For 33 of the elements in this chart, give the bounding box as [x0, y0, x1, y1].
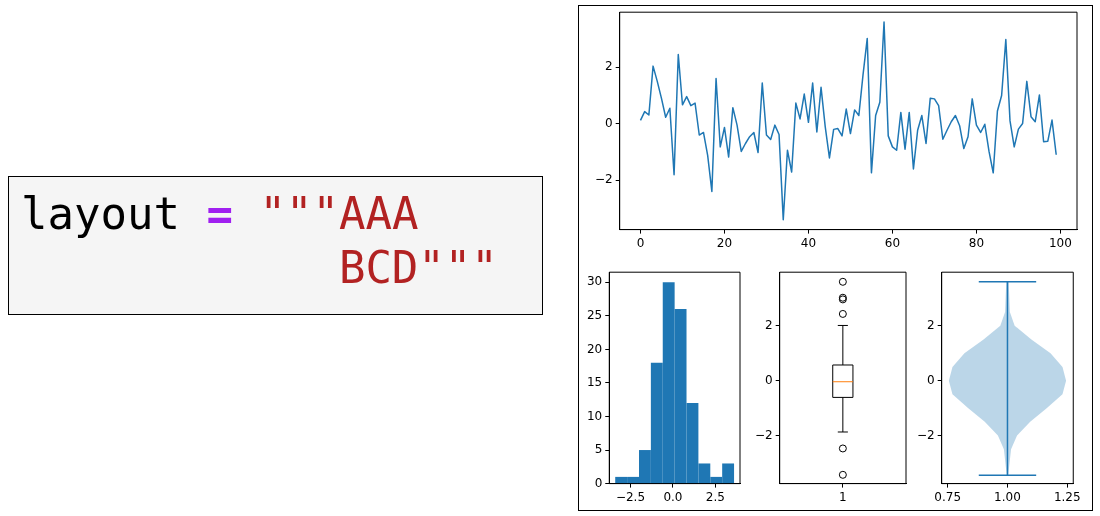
- y-tick-label: 2: [605, 59, 613, 74]
- x-tick-label: 100: [1048, 235, 1072, 250]
- x-tick-label: −2.5: [615, 489, 646, 504]
- y-tick-label: 15: [586, 375, 603, 390]
- y-tick-label: 5: [594, 442, 603, 457]
- y-tick-label: 30: [586, 274, 603, 289]
- text: """AAA: [259, 188, 419, 239]
- x-tick-label: 0.75: [934, 489, 962, 504]
- y-tick-label: 25: [586, 307, 603, 322]
- y-tick-label: 2: [765, 317, 773, 332]
- x-tick-label: 40: [800, 235, 817, 250]
- y-tick-label: 0: [927, 372, 935, 387]
- y-tick-label: 20: [586, 341, 603, 356]
- x-tick-label: 0.0: [663, 489, 683, 504]
- y-tick-label: −2: [916, 427, 935, 442]
- text: layout: [21, 188, 180, 239]
- text: =: [206, 188, 233, 239]
- x-tick-label: 20: [716, 235, 733, 250]
- y-tick-label: 0: [765, 372, 773, 387]
- text: BCD""": [338, 242, 498, 293]
- y-tick-label: 0: [605, 115, 613, 130]
- x-tick-label: 1.00: [994, 489, 1021, 504]
- x-tick-label: 2.5: [705, 489, 725, 504]
- y-tick-label: −2: [594, 172, 613, 187]
- y-tick-label: 2: [927, 317, 935, 332]
- x-tick-label: 0: [636, 235, 645, 250]
- y-tick-label: −2: [754, 427, 773, 442]
- x-tick-label: 80: [968, 235, 985, 250]
- x-tick-label: 1: [839, 489, 847, 504]
- x-tick-label: 60: [884, 235, 901, 250]
- y-tick-label: 0: [594, 475, 603, 490]
- y-tick-label: 10: [586, 408, 603, 423]
- x-tick-label: 1.25: [1053, 489, 1081, 504]
